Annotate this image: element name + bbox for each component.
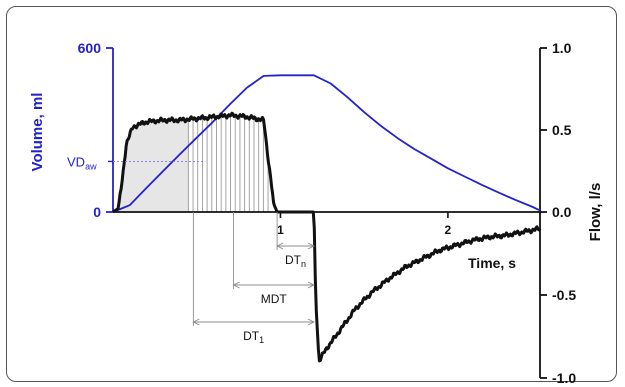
dim-arrow-left-2 <box>192 318 200 326</box>
shaded-area-layer <box>113 117 189 212</box>
vdaw-label: VDaw <box>67 154 97 171</box>
shaded-volume-area <box>113 117 189 212</box>
dim-arrow-right-0 <box>307 242 315 250</box>
flow-line <box>112 111 542 363</box>
dim-arrow-left-1 <box>232 281 240 289</box>
left-axis-label: Volume, ml <box>29 93 46 172</box>
right-tick-label-4: -1.0 <box>552 370 576 386</box>
x-tick-label-0: 1 <box>277 223 284 237</box>
dim-arrow-right-2 <box>307 318 315 326</box>
volume-line <box>112 74 541 213</box>
right-tick-label-2: 0.0 <box>552 204 572 220</box>
left-tick-label-1: 600 <box>78 40 102 56</box>
series-layer <box>112 74 542 363</box>
dim-label-2: DT1 <box>243 329 264 345</box>
dim-arrow-left-0 <box>276 242 284 250</box>
right-tick-label-0: 1.0 <box>552 40 572 56</box>
right-tick-label-1: 0.5 <box>552 122 572 138</box>
right-axis-label: Flow, l/s <box>587 183 604 242</box>
axes-layer: 0 600 1.0 0.5 0.0 -0.5 -1.0 1 2 <box>78 40 577 386</box>
right-tick-label-3: -0.5 <box>552 287 576 303</box>
x-axis-label: Time, s <box>468 255 516 271</box>
dim-label-0: DTn <box>285 253 306 269</box>
x-tick-label-1: 2 <box>445 223 452 237</box>
dim-label-1: MDT <box>261 292 288 306</box>
dim-arrow-right-1 <box>307 281 315 289</box>
left-tick-label-0: 0 <box>93 204 101 220</box>
chart-frame <box>6 6 617 382</box>
hatch-lines-layer <box>187 115 269 212</box>
annotation-layer: VDaw DTn MDT DT1 <box>67 154 315 345</box>
